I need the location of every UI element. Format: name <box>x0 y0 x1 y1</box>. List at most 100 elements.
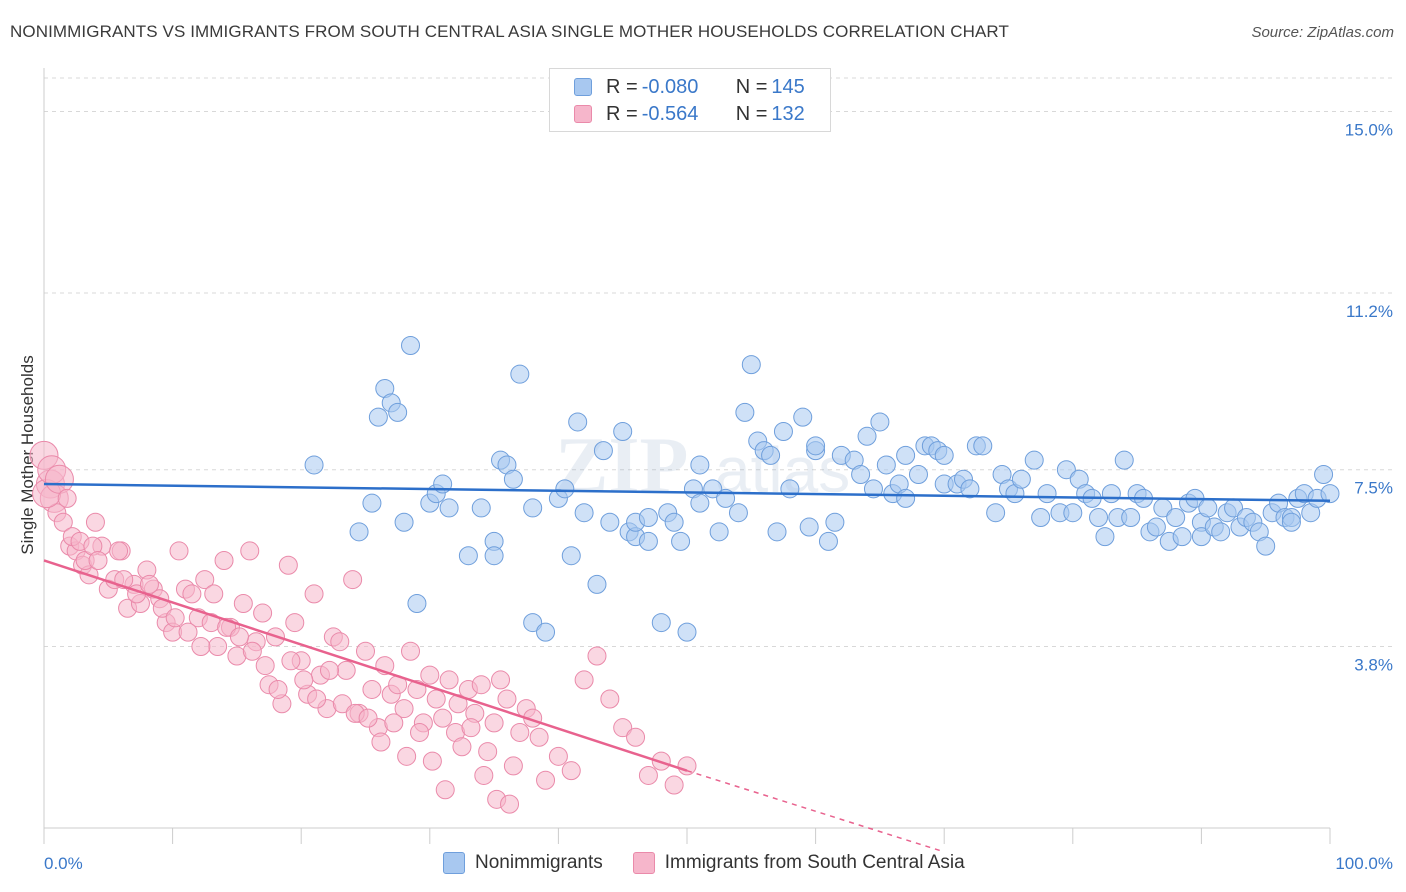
immigrants-point <box>510 722 530 742</box>
immigrants-point <box>433 708 453 728</box>
legend-n-value: 132 <box>771 102 805 125</box>
immigrants-point <box>484 713 504 733</box>
legend-swatch-pink <box>574 105 592 123</box>
immigrants-point <box>57 488 77 508</box>
immigrants-point <box>587 646 607 666</box>
legend-n-label: N = <box>735 102 768 125</box>
source-label: Source: ZipAtlas.com <box>1251 24 1394 41</box>
immigrants-point <box>169 541 189 561</box>
nonimmigrants-point <box>1121 507 1141 527</box>
nonimmigrants-point <box>908 464 928 484</box>
immigrants-point <box>478 742 498 762</box>
nonimmigrants-point <box>1314 464 1334 484</box>
immigrants-point <box>195 570 215 590</box>
x-tick-label: 0.0% <box>44 854 83 873</box>
immigrants-point <box>561 761 581 781</box>
nonimmigrants-point <box>1056 460 1076 480</box>
immigrants-point <box>503 756 523 776</box>
immigrants-point <box>600 689 620 709</box>
immigrants-point <box>626 727 646 747</box>
trend-lines <box>43 482 1331 853</box>
immigrants-point <box>208 636 228 656</box>
nonimmigrants-point <box>728 503 748 523</box>
nonimmigrants-point <box>986 503 1006 523</box>
nonimmigrants-point <box>806 436 826 456</box>
tick-labels: 3.8% 7.5% 11.2% 15.0% 0.0% 100.0% <box>44 120 1393 873</box>
nonimmigrants-point <box>651 613 671 633</box>
legend-r-label: R = <box>606 75 638 98</box>
immigrants-point <box>307 689 327 709</box>
y-tick-label: 3.8% <box>1354 655 1393 674</box>
immigrants-point <box>500 794 520 814</box>
nonimmigrants-point <box>407 593 427 613</box>
nonimmigrants-point <box>561 546 581 566</box>
nonimmigrants-point <box>1281 512 1301 532</box>
immigrants-point <box>294 670 314 690</box>
nonimmigrants-point <box>600 512 620 532</box>
immigrants-point <box>439 670 459 690</box>
immigrants-point <box>304 584 324 604</box>
nonimmigrants-point <box>818 531 838 551</box>
chart-title: NONIMMIGRANTS VS IMMIGRANTS FROM SOUTH C… <box>10 22 1009 41</box>
immigrants-point <box>384 713 404 733</box>
nonimmigrants-point <box>851 464 871 484</box>
nonimmigrants-point <box>1211 522 1231 542</box>
immigrants-point <box>281 651 301 671</box>
immigrants-point <box>474 765 494 785</box>
immigrants-point <box>109 541 129 561</box>
nonimmigrants-point <box>863 479 883 499</box>
nonimmigrants-point <box>690 493 710 513</box>
immigrants-point <box>420 665 440 685</box>
immigrants-point <box>677 756 697 776</box>
immigrants-point <box>664 775 684 795</box>
nonimmigrants-point <box>1031 507 1051 527</box>
correlation-legend: R = -0.080 N = 145 R = -0.564 N = 132 <box>549 68 831 132</box>
y-tick-label: 11.2% <box>1346 302 1393 321</box>
immigrants-point <box>191 636 211 656</box>
legend-r-value: -0.080 <box>641 75 699 98</box>
nonimmigrants-point <box>536 622 556 642</box>
immigrants-point <box>422 751 442 771</box>
immigrants-point <box>165 608 185 628</box>
nonimmigrants-point <box>761 445 781 465</box>
nonimmigrants-point <box>1320 484 1340 504</box>
immigrants-point <box>497 689 517 709</box>
nonimmigrants-point <box>876 455 896 475</box>
nonimmigrants-point <box>1114 450 1134 470</box>
legend-label-immigrants: Immigrants from South Central Asia <box>664 852 965 873</box>
immigrants-point <box>401 641 421 661</box>
nonimmigrants-point <box>510 364 530 384</box>
nonimmigrants-point <box>677 622 697 642</box>
nonimmigrants-point <box>1256 536 1276 556</box>
immigrants-point <box>529 727 549 747</box>
nonimmigrants-point <box>934 445 954 465</box>
immigrants-point <box>536 770 556 790</box>
nonimmigrants-point <box>780 479 800 499</box>
immigrants-point <box>240 541 260 561</box>
nonimmigrants-point <box>458 546 478 566</box>
immigrants-point <box>255 656 275 676</box>
immigrants-point <box>178 622 198 642</box>
immigrants-point <box>394 699 414 719</box>
immigrants-point <box>491 670 511 690</box>
immigrants-point <box>85 512 105 532</box>
legend-swatch-immigrants <box>632 852 655 874</box>
immigrants-point <box>613 718 633 738</box>
immigrants-point <box>471 675 491 695</box>
y-tick-label: 7.5% <box>1354 479 1393 498</box>
legend-label-nonimmigrants: Nonimmigrants <box>475 852 603 873</box>
y-tick-label: 15.0% <box>1345 120 1393 139</box>
legend-r-label: R = <box>606 102 638 125</box>
nonimmigrants-point <box>439 498 459 518</box>
nonimmigrants-point <box>368 407 388 427</box>
immigrants-point <box>548 746 568 766</box>
x-tick-label: 100.0% <box>1335 854 1393 873</box>
immigrants-point <box>452 737 472 757</box>
nonimmigrants-point <box>593 441 613 461</box>
nonimmigrants-point <box>587 574 607 594</box>
nonimmigrants-point <box>1101 484 1121 504</box>
immigrants-point <box>253 603 273 623</box>
immigrants-point <box>268 679 288 699</box>
immigrants-point <box>88 550 108 570</box>
nonimmigrants-point <box>1037 484 1057 504</box>
